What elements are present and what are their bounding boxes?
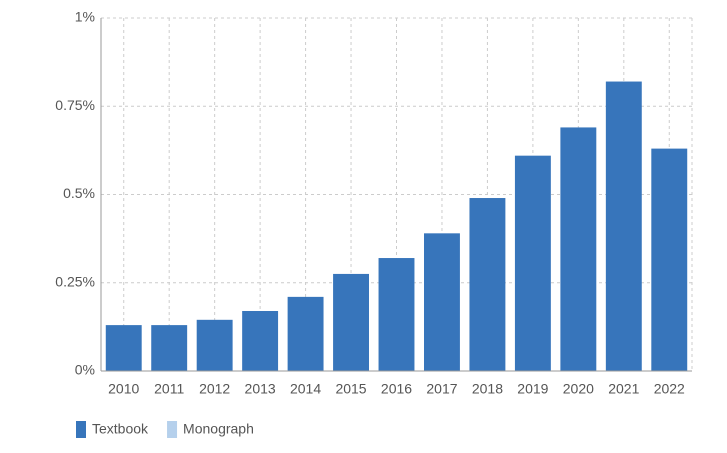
x-tick-label: 2021 <box>608 381 639 397</box>
bar <box>378 258 415 371</box>
legend-label: Textbook <box>92 421 149 437</box>
x-tick-label: 2013 <box>245 381 276 397</box>
bar <box>469 198 506 371</box>
x-tick-label: 2015 <box>335 381 366 397</box>
bar <box>560 127 597 372</box>
x-tick-label: 2018 <box>472 381 503 397</box>
x-tick-label: 2022 <box>654 381 685 397</box>
bar <box>196 319 233 371</box>
bar <box>105 325 142 371</box>
bar <box>333 273 369 371</box>
y-tick-label: 0.5% <box>63 185 95 201</box>
bar <box>151 325 188 371</box>
bar <box>287 296 324 371</box>
x-tick-label: 2017 <box>426 381 457 397</box>
legend-label: Monograph <box>183 421 254 437</box>
bar <box>514 155 551 371</box>
x-tick-label: 2016 <box>381 381 412 397</box>
x-tick-label: 2020 <box>563 381 594 397</box>
legend-swatch <box>76 421 86 438</box>
y-tick-label: 0.25% <box>55 273 95 289</box>
x-tick-label: 2019 <box>517 381 548 397</box>
bar <box>242 310 279 371</box>
bar <box>651 148 688 371</box>
bar <box>424 233 460 371</box>
y-tick-label: 0.75% <box>55 97 95 113</box>
x-tick-label: 2011 <box>154 381 184 397</box>
bar <box>605 81 642 371</box>
x-tick-label: 2010 <box>108 381 139 397</box>
x-tick-label: 2014 <box>290 381 321 397</box>
x-tick-label: 2012 <box>199 381 230 397</box>
y-tick-label: 1% <box>75 9 95 25</box>
y-tick-label: 0% <box>75 362 95 378</box>
legend-swatch <box>167 421 178 438</box>
